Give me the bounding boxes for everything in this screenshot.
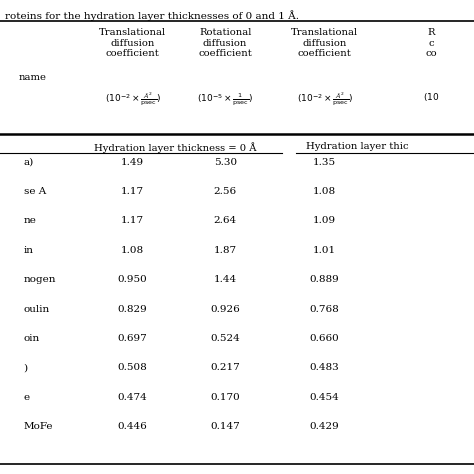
Text: 0.660: 0.660 (310, 334, 339, 343)
Text: 1.01: 1.01 (313, 246, 336, 255)
Text: Translational
diffusion
coefficient: Translational diffusion coefficient (291, 28, 358, 58)
Text: Translational
diffusion
coefficient: Translational diffusion coefficient (99, 28, 166, 58)
Text: 0.524: 0.524 (210, 334, 240, 343)
Text: $(10$: $(10$ (423, 91, 439, 103)
Text: 1.49: 1.49 (121, 158, 144, 166)
Text: se A: se A (24, 187, 46, 196)
Text: R
c
co: R c co (426, 28, 437, 58)
Text: 0.697: 0.697 (118, 334, 147, 343)
Text: 0.508: 0.508 (118, 364, 147, 372)
Text: 0.170: 0.170 (210, 393, 240, 401)
Text: MoFe: MoFe (24, 422, 53, 431)
Text: e: e (24, 393, 30, 401)
Text: 0.147: 0.147 (210, 422, 240, 431)
Text: 0.217: 0.217 (210, 364, 240, 372)
Text: 1.87: 1.87 (214, 246, 237, 255)
Text: 1.17: 1.17 (121, 217, 144, 225)
Text: 0.889: 0.889 (310, 275, 339, 284)
Text: nogen: nogen (24, 275, 56, 284)
Text: 0.768: 0.768 (310, 305, 339, 313)
Text: name: name (19, 73, 47, 82)
Text: Hydration layer thickness = 0 Å: Hydration layer thickness = 0 Å (94, 142, 256, 153)
Text: 1.08: 1.08 (121, 246, 144, 255)
Text: 0.454: 0.454 (310, 393, 339, 401)
Text: $(10^{-2} \times \frac{\AA^2}{\mathrm{psec}})$: $(10^{-2} \times \frac{\AA^2}{\mathrm{ps… (297, 91, 353, 108)
Text: in: in (24, 246, 34, 255)
Text: 0.483: 0.483 (310, 364, 339, 372)
Text: 0.950: 0.950 (118, 275, 147, 284)
Text: 0.474: 0.474 (118, 393, 147, 401)
Text: 1.08: 1.08 (313, 187, 336, 196)
Text: ne: ne (24, 217, 36, 225)
Text: $(10^{-5} \times \frac{1}{\mathrm{psec}})$: $(10^{-5} \times \frac{1}{\mathrm{psec}}… (197, 91, 253, 107)
Text: oulin: oulin (24, 305, 50, 313)
Text: roteins for the hydration layer thicknesses of 0 and 1 Å.: roteins for the hydration layer thicknes… (5, 10, 299, 21)
Text: a): a) (24, 158, 34, 166)
Text: Hydration layer thic: Hydration layer thic (306, 142, 409, 151)
Text: 5.30: 5.30 (214, 158, 237, 166)
Text: 1.09: 1.09 (313, 217, 336, 225)
Text: 0.829: 0.829 (118, 305, 147, 313)
Text: Rotational
diffusion
coefficient: Rotational diffusion coefficient (198, 28, 252, 58)
Text: 0.446: 0.446 (118, 422, 147, 431)
Text: 1.17: 1.17 (121, 187, 144, 196)
Text: 2.64: 2.64 (214, 217, 237, 225)
Text: 1.44: 1.44 (214, 275, 237, 284)
Text: $(10^{-2} \times \frac{\AA^2}{\mathrm{psec}})$: $(10^{-2} \times \frac{\AA^2}{\mathrm{ps… (105, 91, 161, 108)
Text: oin: oin (24, 334, 40, 343)
Text: ): ) (24, 364, 28, 372)
Text: 0.429: 0.429 (310, 422, 339, 431)
Text: 2.56: 2.56 (214, 187, 237, 196)
Text: 0.926: 0.926 (210, 305, 240, 313)
Text: 1.35: 1.35 (313, 158, 336, 166)
